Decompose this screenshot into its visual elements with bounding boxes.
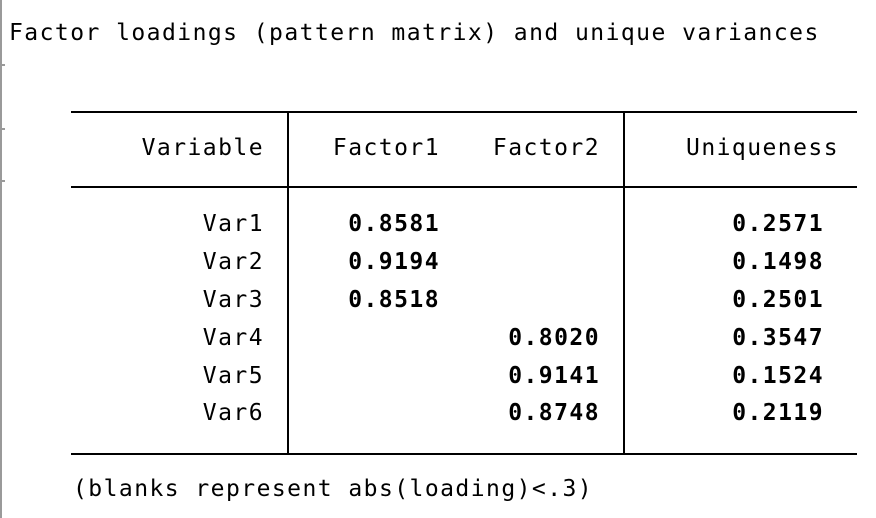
column-separator-left (287, 112, 289, 454)
row-uniqueness: 0.2571 (732, 211, 824, 237)
row-variable: Var1 (202, 211, 264, 237)
row-uniqueness: 0.3547 (732, 325, 824, 351)
row-variable: Var3 (202, 287, 264, 313)
output-title: Factor loadings (pattern matrix) and uni… (9, 20, 820, 46)
window-edge-tick (0, 180, 5, 182)
row-variable: Var6 (202, 400, 264, 426)
row-uniqueness: 0.2119 (732, 400, 824, 426)
row-variable: Var4 (202, 325, 264, 351)
table-bottom-rule (71, 453, 857, 455)
header-factor2: Factor2 (492, 135, 600, 161)
row-factor2: 0.8748 (508, 400, 600, 426)
window-edge-tick (0, 64, 5, 66)
row-factor1: 0.8581 (348, 211, 440, 237)
header-uniqueness: Uniqueness (686, 135, 839, 161)
window-edge-tick (0, 128, 5, 130)
table-header-rule (71, 186, 857, 188)
row-factor2: 0.9141 (508, 363, 600, 389)
table-footnote: (blanks represent abs(loading)<.3) (73, 476, 594, 502)
column-separator-right (623, 112, 625, 454)
header-factor1: Factor1 (332, 135, 440, 161)
row-uniqueness: 0.2501 (732, 287, 824, 313)
row-factor1: 0.8518 (348, 287, 440, 313)
row-variable: Var5 (202, 363, 264, 389)
row-factor2: 0.8020 (508, 325, 600, 351)
row-uniqueness: 0.1498 (732, 249, 824, 275)
row-uniqueness: 0.1524 (732, 363, 824, 389)
header-variable: Variable (141, 135, 264, 161)
row-factor1: 0.9194 (348, 249, 440, 275)
table-top-rule (71, 111, 857, 113)
row-variable: Var2 (202, 249, 264, 275)
window-left-edge (0, 0, 2, 518)
